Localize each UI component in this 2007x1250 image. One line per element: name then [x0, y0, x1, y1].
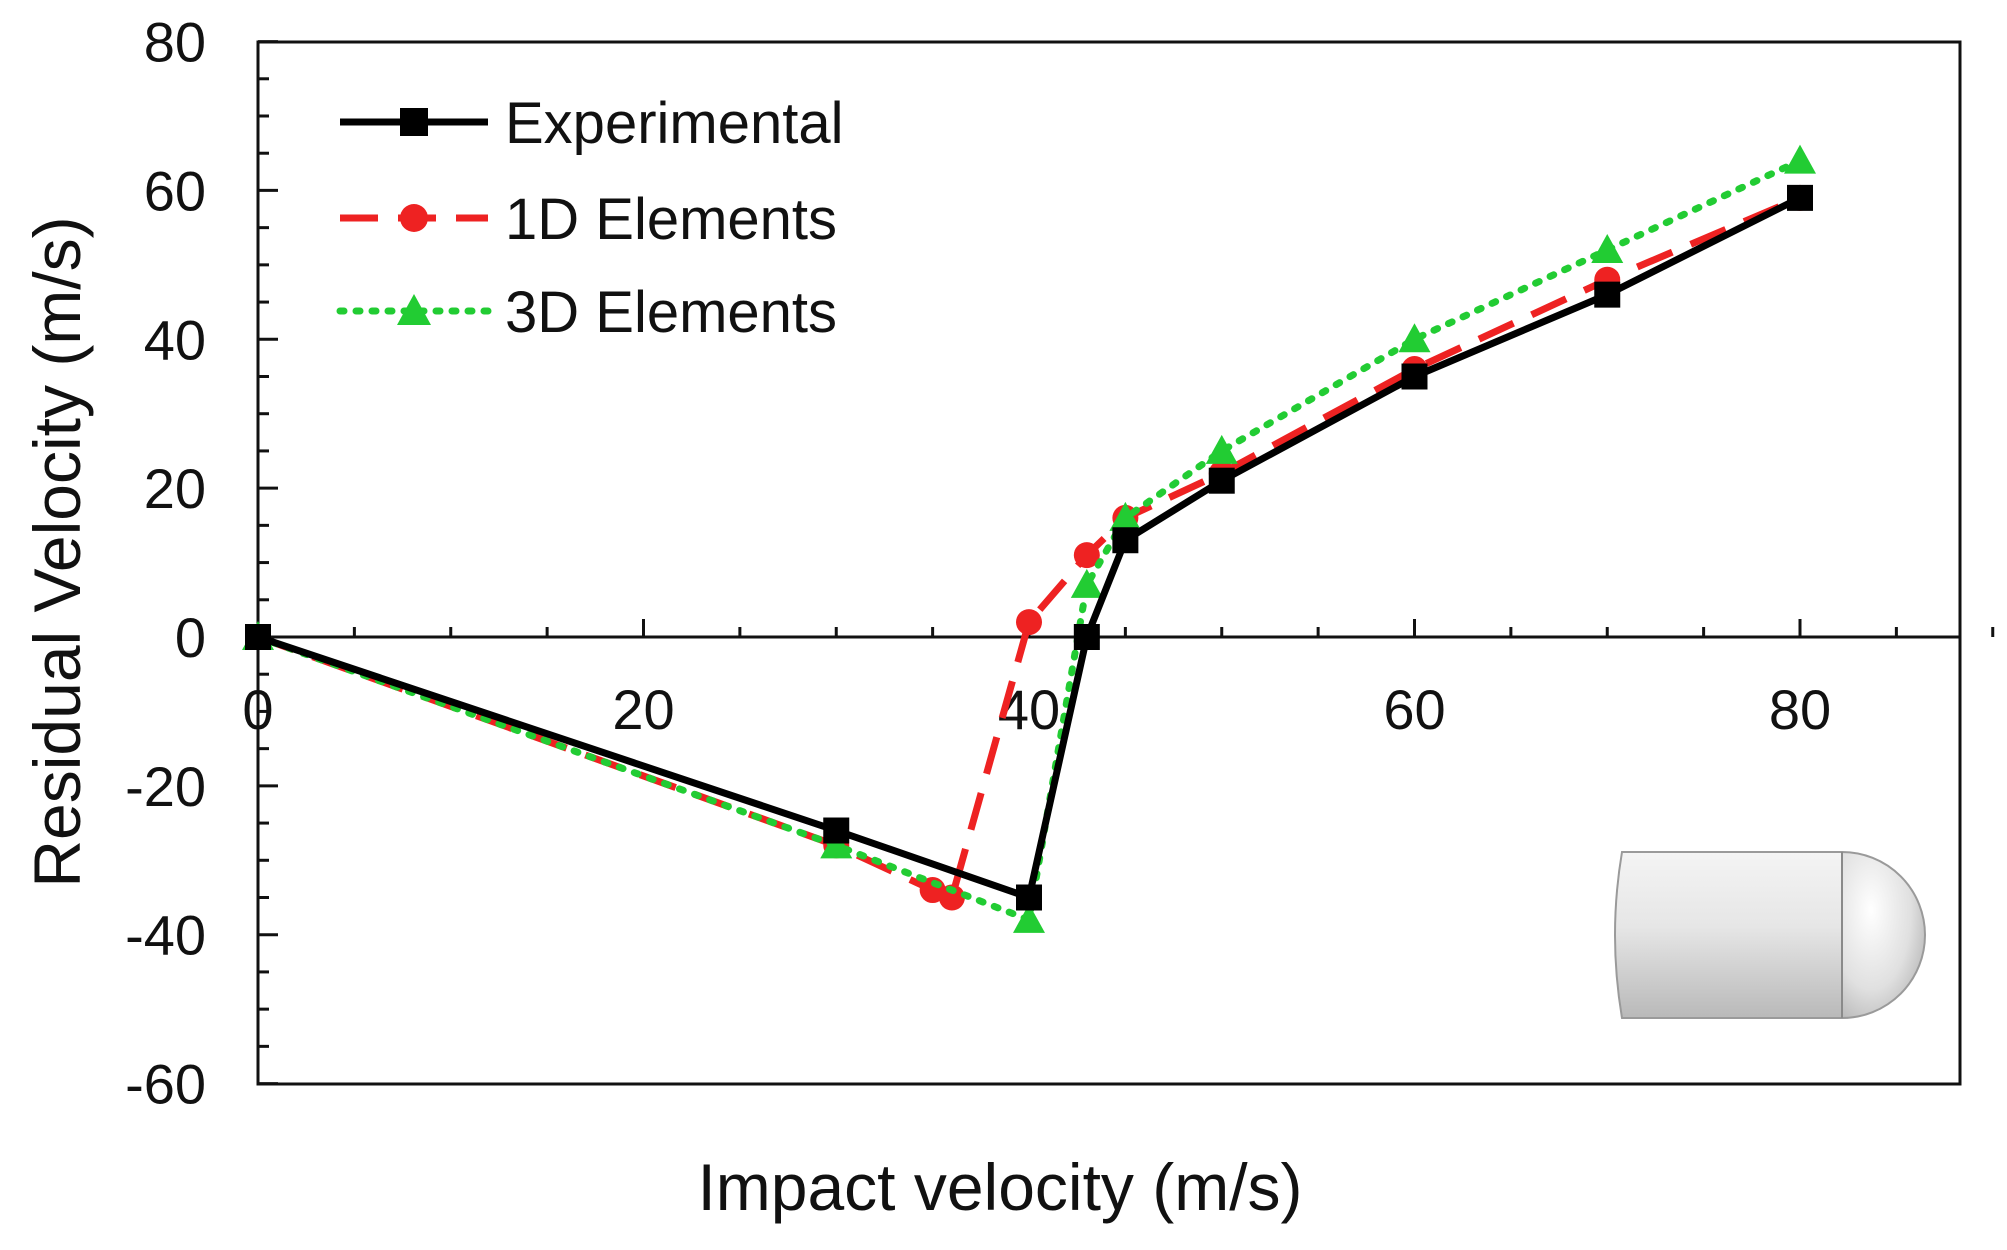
- circle-marker: [938, 884, 965, 911]
- triangle-marker: [1013, 903, 1045, 933]
- legend-label: 1D Elements: [505, 187, 837, 252]
- series-1: [245, 184, 1813, 911]
- square-marker: [245, 624, 271, 650]
- x-axis-title: Impact velocity (m/s): [697, 1150, 1302, 1224]
- y-tick-label: 40: [144, 308, 206, 371]
- legend-label: Experimental: [505, 91, 843, 156]
- square-marker: [1594, 281, 1621, 308]
- x-tick-label: 60: [1383, 678, 1445, 741]
- y-tick-label: 0: [175, 606, 206, 669]
- square-marker: [1112, 527, 1139, 554]
- triangle-marker: [397, 294, 431, 325]
- legend: Experimental 1D Elements 3D Elements: [336, 91, 843, 345]
- square-marker: [823, 817, 850, 844]
- legend-label: 3D Elements: [505, 280, 837, 345]
- series-line: [256, 194, 1802, 901]
- square-marker: [1073, 624, 1100, 650]
- triangle-marker: [820, 829, 853, 859]
- triangle-marker: [1109, 501, 1142, 531]
- y-tick-label: 80: [144, 11, 206, 74]
- x-tick-label: 0: [242, 678, 273, 741]
- triangle-marker: [1784, 144, 1816, 174]
- y-tick-label: 60: [144, 159, 206, 222]
- y-axis-title: Residual Velocity (m/s): [20, 216, 94, 887]
- series-0: [245, 184, 1813, 911]
- triangle-marker: [1591, 233, 1624, 263]
- triangle-marker: [1205, 434, 1238, 464]
- x-tick-label: 20: [612, 678, 674, 741]
- circle-marker: [400, 204, 428, 232]
- square-marker: [400, 108, 428, 136]
- x-tick-label: 80: [1769, 678, 1831, 741]
- square-marker: [1208, 467, 1235, 494]
- series-line: [256, 194, 1802, 901]
- series-2: [242, 144, 1816, 933]
- triangle-marker: [1398, 323, 1431, 353]
- circle-marker: [1073, 542, 1100, 569]
- square-marker: [1016, 884, 1042, 911]
- triangle-marker: [1070, 568, 1103, 598]
- y-tick-label: -20: [125, 755, 206, 818]
- y-tick-label: -60: [125, 1053, 206, 1116]
- series-line: [254, 157, 1804, 924]
- circle-marker: [1016, 609, 1042, 636]
- series-layer: [242, 144, 1816, 933]
- square-marker: [1787, 184, 1813, 211]
- y-tick-label: 20: [144, 457, 206, 520]
- projectile-icon: [1614, 850, 1926, 1020]
- y-tick-label: -40: [125, 904, 206, 967]
- square-marker: [1401, 363, 1428, 390]
